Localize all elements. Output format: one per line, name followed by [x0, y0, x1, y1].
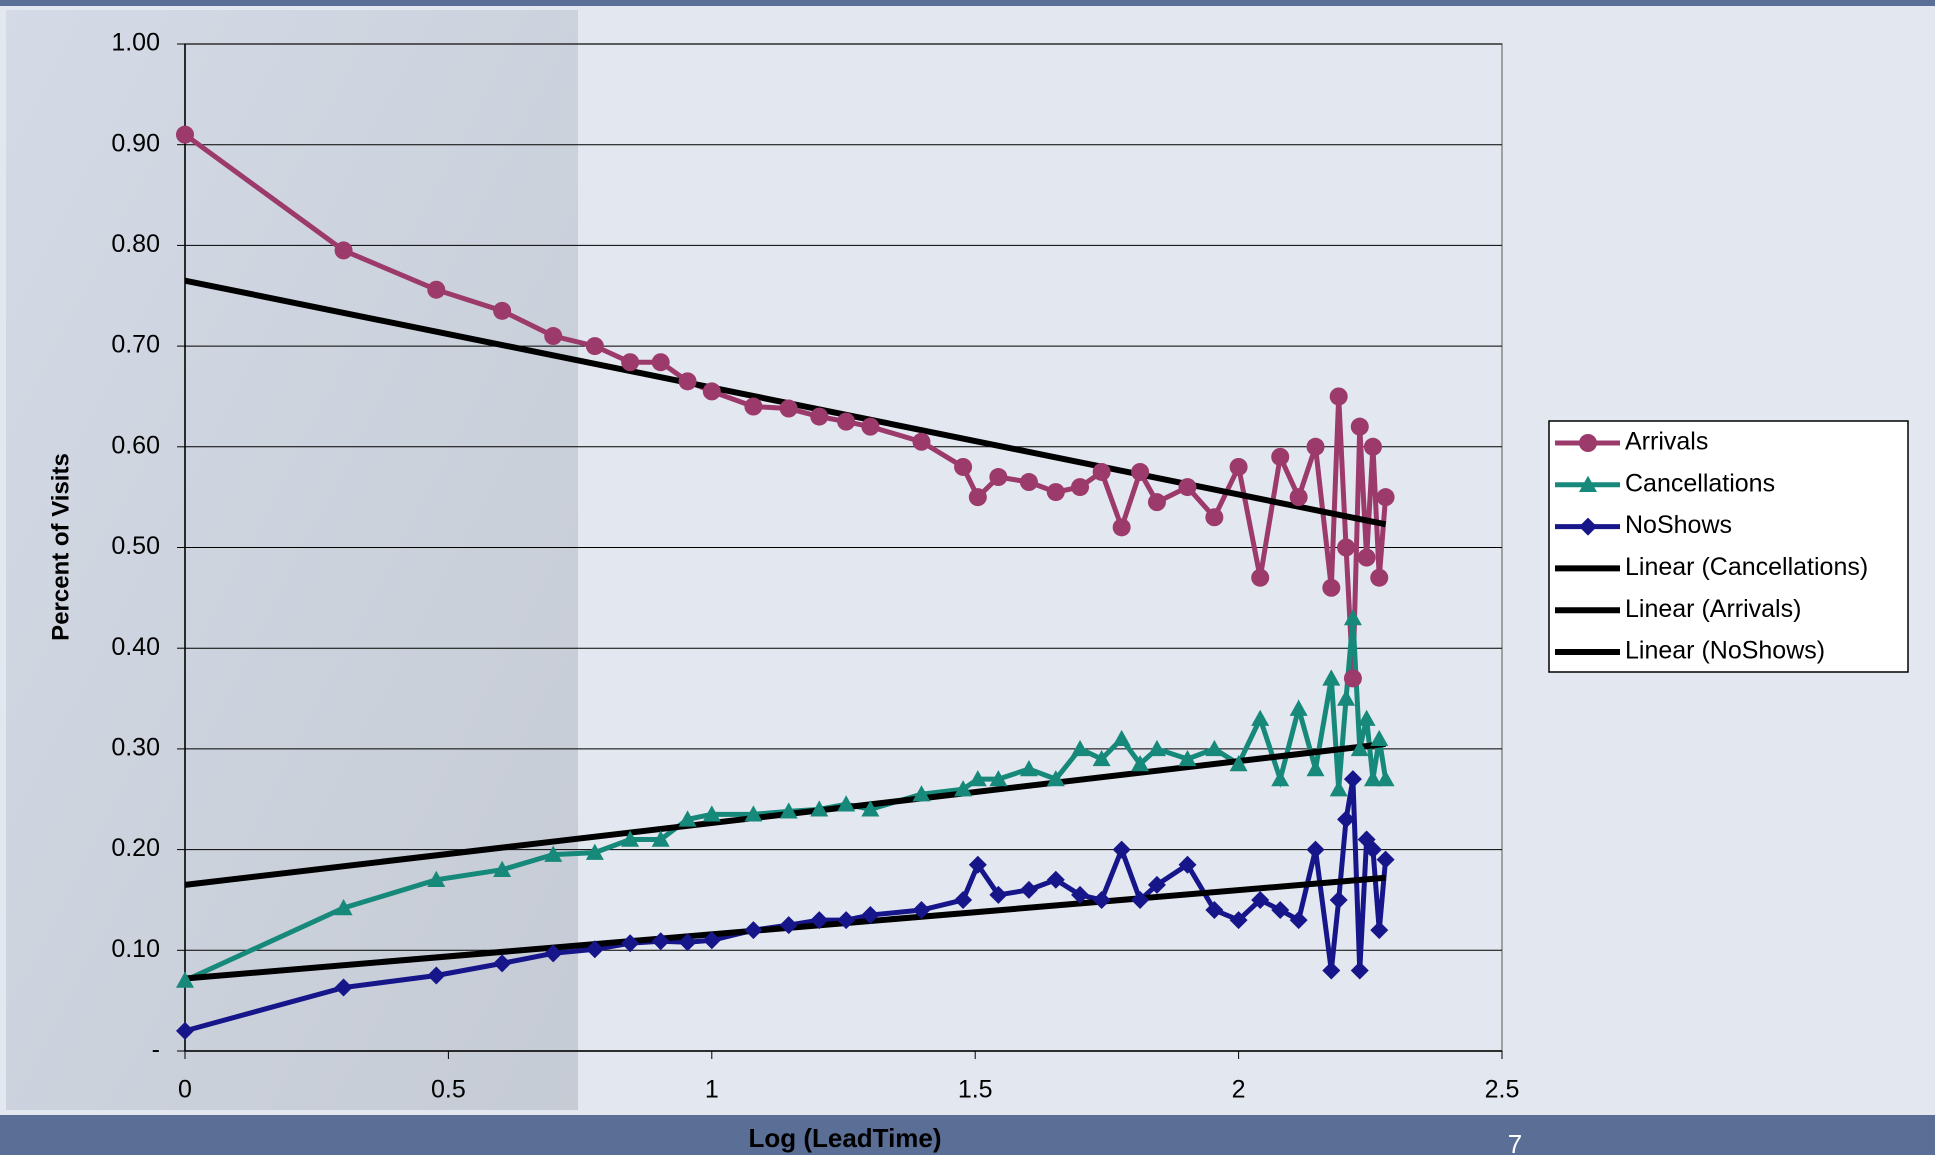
- data-point: [1370, 569, 1388, 587]
- y-tick-label: 0.70: [111, 331, 160, 359]
- data-point: [861, 418, 879, 436]
- y-tick-label: 0.40: [111, 633, 160, 661]
- data-point: [1290, 488, 1308, 506]
- data-point: [586, 337, 604, 355]
- x-tick-label: 2.5: [1485, 1076, 1520, 1104]
- y-tick-label: 0.90: [111, 129, 160, 157]
- data-point: [1093, 463, 1111, 481]
- y-tick-label: 0.80: [111, 230, 160, 258]
- background-photo: [6, 10, 578, 1110]
- footer-band: [0, 1115, 1935, 1155]
- y-axis-title: Percent of Visits: [47, 453, 74, 641]
- legend-label: Linear (Arrivals): [1625, 595, 1801, 623]
- data-point: [912, 433, 930, 451]
- data-point: [1205, 508, 1223, 526]
- data-point: [1364, 438, 1382, 456]
- x-axis-title: Log (LeadTime): [748, 1123, 941, 1153]
- data-point: [1358, 549, 1376, 567]
- data-point: [335, 241, 353, 259]
- x-tick-label: 1.5: [958, 1076, 993, 1104]
- data-point: [1337, 539, 1355, 557]
- data-point: [1047, 483, 1065, 501]
- data-point: [810, 408, 828, 426]
- data-point: [837, 413, 855, 431]
- data-point: [1148, 493, 1166, 511]
- data-point: [1251, 569, 1269, 587]
- legend-label: Linear (NoShows): [1625, 637, 1825, 665]
- data-point: [744, 398, 762, 416]
- data-point: [621, 353, 639, 371]
- x-tick-label: 2: [1232, 1076, 1246, 1104]
- data-point: [1071, 478, 1089, 496]
- y-tick-label: 0.30: [111, 734, 160, 762]
- data-point: [780, 400, 798, 418]
- x-tick-label: 0.5: [431, 1076, 466, 1104]
- page-number: 7: [1508, 1129, 1522, 1155]
- legend-label: NoShows: [1625, 511, 1732, 539]
- data-point: [1131, 463, 1149, 481]
- top-band: [0, 0, 1935, 6]
- legend-label: Linear (Cancellations): [1625, 553, 1868, 581]
- data-point: [427, 281, 445, 299]
- data-point: [652, 353, 670, 371]
- data-point: [1322, 579, 1340, 597]
- data-point: [1344, 669, 1362, 687]
- y-tick-label: 0.10: [111, 935, 160, 963]
- data-point: [1330, 387, 1348, 405]
- data-point: [1271, 448, 1289, 466]
- data-point: [954, 458, 972, 476]
- data-point: [989, 468, 1007, 486]
- data-point: [1351, 418, 1369, 436]
- data-point: [1113, 518, 1131, 536]
- y-tick-label: 0.20: [111, 834, 160, 862]
- data-point: [679, 372, 697, 390]
- data-point: [176, 126, 194, 144]
- data-point: [1230, 458, 1248, 476]
- legend-box: [1549, 421, 1908, 672]
- legend-label: Arrivals: [1625, 428, 1708, 456]
- legend-marker: [1579, 434, 1597, 452]
- x-tick-label: 1: [705, 1076, 719, 1104]
- y-tick-label: 1.00: [111, 29, 160, 57]
- data-point: [1307, 438, 1325, 456]
- y-tick-label: -: [152, 1036, 160, 1064]
- y-tick-label: 0.60: [111, 431, 160, 459]
- y-tick-label: 0.50: [111, 532, 160, 560]
- data-point: [1377, 488, 1395, 506]
- slide: Log (LeadTime) Percent of Visits 7 - 0.10…: [0, 0, 1935, 1155]
- data-point: [1179, 478, 1197, 496]
- x-tick-label: 0: [178, 1076, 192, 1104]
- data-point: [1020, 473, 1038, 491]
- legend-label: Cancellations: [1625, 469, 1775, 497]
- data-point: [703, 382, 721, 400]
- data-point: [493, 302, 511, 320]
- data-point: [544, 327, 562, 345]
- data-point: [969, 488, 987, 506]
